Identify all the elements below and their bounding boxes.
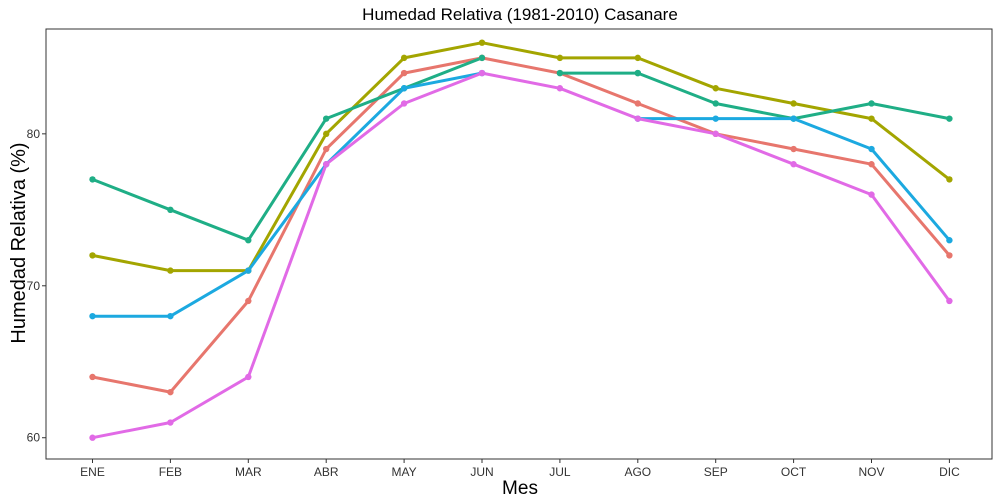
series-2-point xyxy=(400,54,408,62)
series-5-point xyxy=(400,100,408,107)
series-3-point xyxy=(89,176,96,183)
y-tick-label: 80 xyxy=(27,127,41,141)
x-axis-title: Mes xyxy=(502,478,538,499)
series-1-point xyxy=(868,161,875,168)
y-tick-label: 70 xyxy=(27,279,41,293)
series-2-point xyxy=(634,54,641,62)
plot-panel xyxy=(45,28,993,460)
series-2-point xyxy=(167,267,174,274)
series-4-point xyxy=(89,312,96,320)
series-4-line xyxy=(91,71,484,318)
series-4-point xyxy=(245,267,252,274)
series-1-point xyxy=(790,145,797,153)
series-5-point xyxy=(556,85,564,92)
series-4-point xyxy=(167,312,174,320)
series-2-point xyxy=(712,85,719,92)
series-3-point xyxy=(946,115,953,122)
series-4-point xyxy=(946,237,953,244)
series-5-point xyxy=(323,161,330,168)
series-2-point xyxy=(556,54,564,62)
series-5-point xyxy=(790,161,797,168)
series-2-point xyxy=(790,100,797,107)
series-3-point xyxy=(712,100,719,107)
series-2-point xyxy=(946,176,953,183)
series-4-line xyxy=(636,117,951,242)
chart-title: Humedad Relativa (1981-2010) Casanare xyxy=(362,5,678,24)
x-tick-label: ENE xyxy=(80,465,105,479)
series-1-point xyxy=(167,388,174,396)
series-3-point xyxy=(868,100,875,107)
series-2-point xyxy=(323,130,330,138)
x-tick-label: DIC xyxy=(939,465,960,479)
x-tick-label: SEP xyxy=(704,465,728,479)
series-3-point xyxy=(478,54,486,62)
series-5-point xyxy=(712,130,719,138)
x-tick-label: MAR xyxy=(235,465,262,479)
series-5-point xyxy=(478,69,486,77)
series-2-point xyxy=(478,39,486,46)
series-5-point xyxy=(868,191,875,198)
series-1-point xyxy=(323,145,330,153)
series-5-point xyxy=(89,434,96,441)
series-3-point xyxy=(245,237,252,244)
series-3-line xyxy=(91,56,484,242)
series-2-line xyxy=(91,41,951,273)
x-axis: ENE FEB MAR ABR MAY JUN JUL AGO SEP OCT NOV DIC xyxy=(80,459,960,479)
series-5-point xyxy=(946,297,953,305)
series-layer xyxy=(89,39,953,441)
series-4-point xyxy=(400,85,408,92)
series-1-line xyxy=(91,56,951,394)
x-tick-label: OCT xyxy=(781,465,807,479)
series-4-point xyxy=(790,115,797,122)
x-tick-label: NOV xyxy=(858,465,884,479)
series-3-point xyxy=(167,206,174,214)
series-3-line xyxy=(636,71,951,121)
x-tick-label: JUN xyxy=(470,465,493,479)
x-tick-label: FEB xyxy=(159,465,182,479)
x-tick-label: JUL xyxy=(549,465,571,479)
series-1-point xyxy=(89,373,96,381)
series-1-point xyxy=(245,297,252,305)
series-5-line xyxy=(91,71,951,440)
x-tick-label: MAY xyxy=(392,465,417,479)
series-3-point xyxy=(323,115,330,122)
x-tick-label: ABR xyxy=(314,465,339,479)
y-tick-label: 60 xyxy=(27,431,41,445)
y-axis: 60 70 80 xyxy=(27,127,46,445)
series-4-point xyxy=(868,145,875,153)
segment-1-point xyxy=(556,69,564,77)
series-2-point xyxy=(868,115,875,122)
series-1-point xyxy=(634,100,641,107)
series-1-point xyxy=(946,252,953,259)
series-2-point xyxy=(89,252,96,259)
x-tick-label: AGO xyxy=(624,465,651,479)
y-axis-title: Humedad Relativa (%) xyxy=(8,142,30,343)
series-4-point xyxy=(712,115,719,122)
series-5-point xyxy=(167,419,174,426)
series-5-point xyxy=(245,373,252,381)
series-1-point xyxy=(400,69,408,77)
series-5-point xyxy=(634,115,641,122)
segment-1-point xyxy=(634,69,641,77)
